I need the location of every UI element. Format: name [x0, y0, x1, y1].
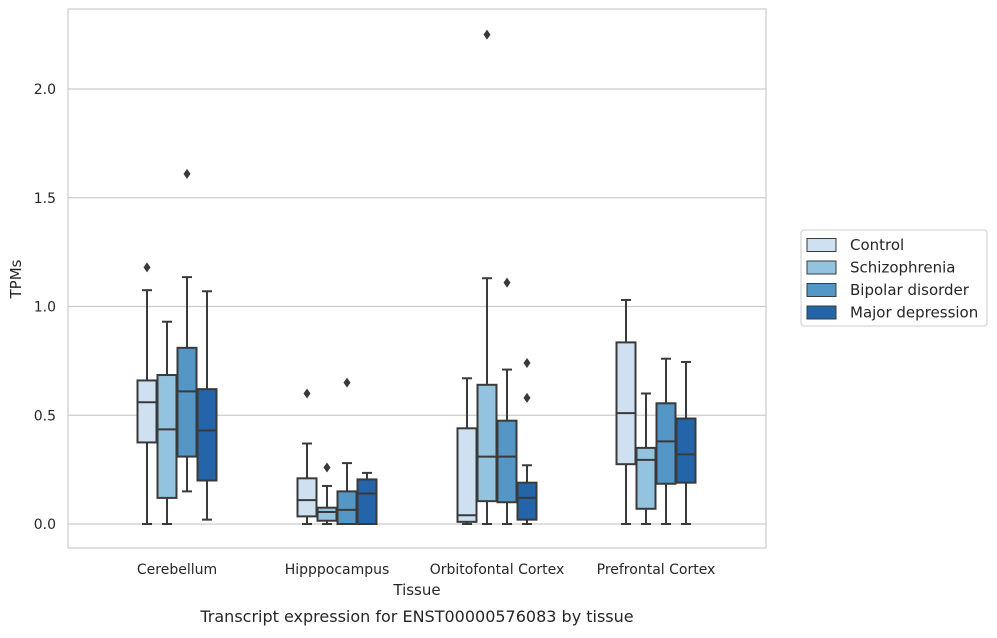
box-major-depression	[516, 358, 538, 525]
legend-swatch	[806, 238, 837, 252]
x-tick-label: Hipppocampus	[285, 562, 390, 578]
box-iqr	[296, 477, 318, 518]
box-bipolar-disorder	[336, 377, 358, 525]
box-major-depression	[675, 360, 697, 525]
box-iqr	[655, 402, 677, 485]
x-tick-label: Orbitofontal Cortex	[430, 562, 565, 578]
x-tick-label: Prefrontal Cortex	[597, 562, 716, 578]
box-control	[615, 298, 637, 525]
box-iqr	[176, 346, 198, 458]
legend-swatch	[806, 260, 837, 275]
outlier-point	[143, 262, 151, 273]
plot-frame	[67, 8, 767, 549]
box-iqr	[615, 341, 637, 466]
box-iqr	[156, 374, 178, 499]
legend-items: Control Schizophrenia Bipolar disorder Majo…	[806, 236, 978, 322]
box-iqr	[476, 383, 498, 503]
outlier-point	[503, 277, 511, 288]
box-major-depression	[356, 471, 378, 526]
chart-caption: Transcript expression for ENST0000057608…	[199, 607, 633, 626]
legend-swatch	[806, 283, 837, 297]
box-iqr	[136, 379, 158, 444]
box-iqr	[496, 419, 518, 504]
y-tick-label: 0.0	[34, 517, 56, 533]
outlier-point	[483, 29, 491, 40]
box-major-depression	[196, 290, 218, 521]
box-iqr	[635, 446, 657, 510]
x-axis-title: Tissue	[392, 581, 440, 599]
legend-label: Control	[850, 236, 904, 254]
y-tick-label: 1.5	[34, 191, 56, 207]
outlier-point	[323, 462, 331, 473]
legend: Control Schizophrenia Bipolar disorder Majo…	[800, 229, 988, 327]
box-iqr	[196, 388, 218, 482]
y-axis-title: TPMs	[7, 259, 25, 299]
legend-label: Major depression	[850, 304, 978, 322]
box-iqr	[516, 481, 538, 521]
box-control	[456, 377, 478, 525]
legend-frame	[800, 229, 988, 327]
y-tick-labels: 0.0 0.5 1.0 1.5 2.0	[34, 82, 56, 533]
box-schizophrenia	[635, 392, 657, 525]
outlier-point	[523, 392, 531, 403]
x-tick-label: Cerebellum	[137, 562, 217, 578]
outlier-point	[343, 377, 351, 388]
outlier-point	[303, 388, 311, 399]
y-tick-label: 0.5	[34, 408, 56, 424]
boxes-layer	[136, 29, 697, 526]
box-iqr	[316, 506, 338, 522]
y-tick-label: 2.0	[34, 82, 56, 98]
box-schizophrenia	[156, 320, 178, 525]
box-bipolar-disorder	[496, 277, 518, 525]
box-control	[296, 388, 318, 525]
box-iqr	[456, 427, 478, 523]
box-schizophrenia	[476, 29, 498, 525]
box-bipolar-disorder	[176, 168, 198, 493]
outlier-point	[523, 358, 531, 369]
legend-label: Bipolar disorder	[850, 281, 970, 299]
x-tick-labels: Cerebellum Hipppocampus Orbitofontal Corte…	[137, 562, 715, 578]
legend-swatch	[806, 305, 837, 320]
box-control	[136, 262, 158, 525]
box-bipolar-disorder	[655, 357, 677, 525]
outlier-point	[183, 168, 191, 179]
box-schizophrenia	[316, 462, 338, 525]
box-iqr	[356, 478, 378, 526]
y-tick-label: 1.0	[34, 300, 56, 316]
box-iqr	[336, 490, 358, 525]
box-iqr	[675, 417, 697, 484]
legend-label: Schizophrenia	[850, 259, 955, 277]
